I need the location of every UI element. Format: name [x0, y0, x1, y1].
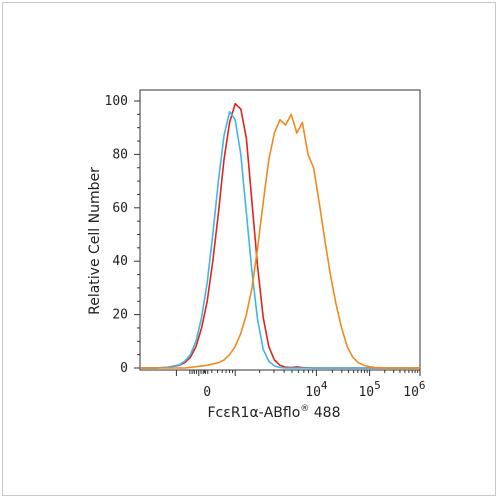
- y-axis: 0 20 40 60 80 100: [105, 94, 140, 376]
- series-line-1: [140, 102, 420, 369]
- y-tick-label: 20: [112, 308, 128, 323]
- series-line-2: [140, 110, 420, 369]
- histogram-chart: 0 20 40 60 80 100 0 104 105 106 Relative Cell Nu…: [87, 89, 426, 421]
- x-axis-label: FcεR1α-ABflo® 488: [208, 404, 341, 421]
- plot-border: [139, 89, 421, 371]
- x-tick-label: 105: [358, 379, 380, 400]
- y-tick-label: 40: [112, 254, 128, 269]
- x-tick-label: 104: [305, 379, 328, 400]
- y-axis-label: Relative Cell Number: [87, 167, 103, 315]
- y-tick-label: 0: [120, 361, 128, 376]
- x-axis: 0 104 105 106: [175, 370, 426, 400]
- chart-frame: 0 20 40 60 80 100 0 104 105 106 Relative Cell Nu…: [2, 2, 496, 496]
- plot-area: [139, 89, 421, 371]
- y-tick-label: 100: [105, 94, 128, 109]
- y-tick-label: 80: [112, 147, 128, 162]
- series-layer: [140, 102, 420, 369]
- x-tick-label: 0: [203, 385, 211, 400]
- x-axis-label-suffix: 488: [309, 405, 340, 421]
- y-tick-label: 60: [112, 201, 128, 216]
- series-line-3: [140, 113, 420, 369]
- x-axis-label-sup: ®: [300, 404, 309, 414]
- x-axis-label-main: FcεR1α-ABflo: [208, 405, 301, 421]
- x-tick-label: 106: [403, 379, 425, 400]
